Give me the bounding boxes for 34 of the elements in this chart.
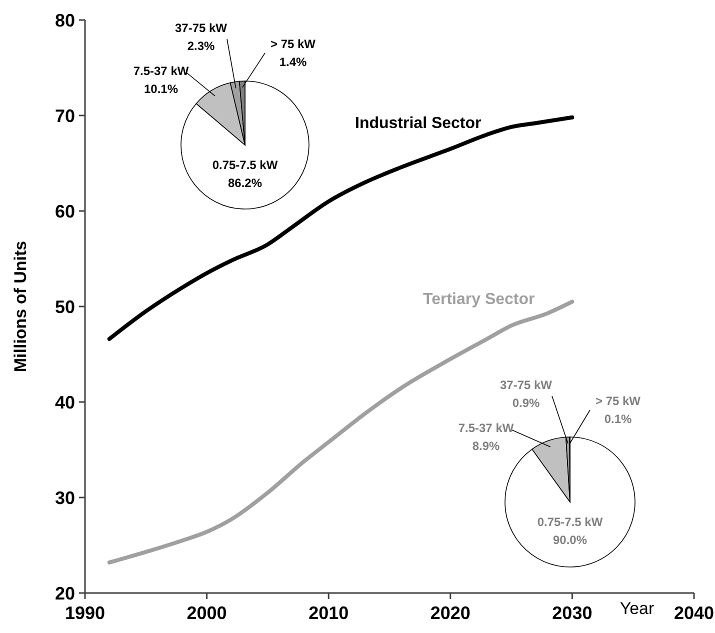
- slice-label: > 75 kW: [595, 394, 642, 408]
- slice-label: 37-75 kW: [174, 21, 228, 35]
- x-tick-label: 2020: [430, 603, 470, 623]
- y-tick-label: 70: [54, 106, 75, 126]
- y-tick-label: 20: [54, 583, 75, 604]
- x-axis-title: Year: [620, 599, 655, 618]
- x-tick-label: 2040: [674, 603, 714, 623]
- data-label: 86.2%: [228, 176, 262, 190]
- x-tick-label: 2030: [552, 603, 592, 623]
- slice-label: > 75 kW: [270, 37, 316, 51]
- y-tick-label: 40: [54, 392, 75, 412]
- data-label: 0.1%: [604, 412, 632, 426]
- slice-label: 37-75 kW: [500, 378, 553, 392]
- slice-label: 7.5-37 kW: [458, 421, 514, 435]
- y-tick-label: 50: [54, 296, 75, 317]
- slice-label: 7.5-37 kW: [133, 64, 190, 78]
- slice-label: 0.75-7.5 kW: [212, 158, 278, 172]
- series-label: Industrial Sector: [355, 115, 482, 132]
- slice-label: 0.75-7.5 kW: [537, 515, 604, 529]
- x-tick-label: 2000: [186, 603, 227, 623]
- data-label: 90.0%: [552, 533, 588, 547]
- y-tick-label: 80: [54, 10, 75, 30]
- line-series: [107, 115, 574, 341]
- y-tick-label: 30: [54, 488, 75, 508]
- y-tick-label: 60: [54, 201, 75, 222]
- data-label: 1.4%: [279, 55, 307, 69]
- x-tick-label: 1990: [64, 603, 106, 623]
- y-axis-title: Millions of Units: [11, 240, 30, 372]
- series-label: Tertiary Sector: [423, 291, 535, 308]
- data-label: 0.9%: [512, 396, 540, 410]
- data-label: 8.9%: [472, 439, 500, 453]
- data-label: 10.1%: [144, 82, 178, 96]
- data-label: 2.3%: [187, 39, 215, 53]
- x-tick-label: 2010: [308, 603, 349, 623]
